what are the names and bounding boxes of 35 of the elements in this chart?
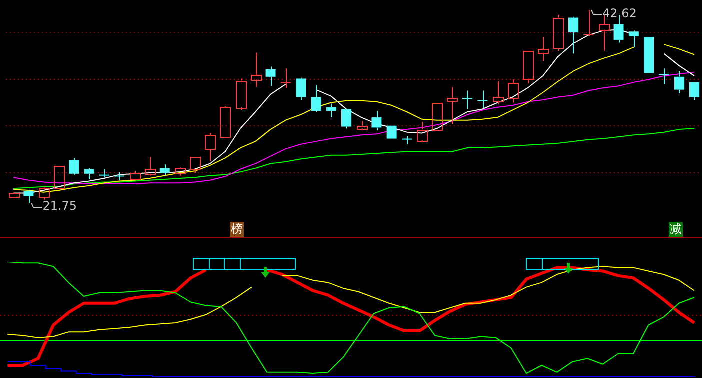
candlestick <box>251 52 262 88</box>
candlestick <box>130 170 141 181</box>
candlestick <box>311 84 322 113</box>
candlestick <box>553 14 564 52</box>
text: 减 <box>669 222 683 237</box>
candlestick <box>280 68 292 88</box>
candlestick <box>628 30 639 48</box>
candlestick <box>689 82 700 100</box>
annotation: 42.62 <box>602 6 637 20</box>
candlestick <box>658 68 670 85</box>
candlestick <box>568 16 578 54</box>
text: 榜 <box>230 222 244 237</box>
candlestick <box>447 86 458 125</box>
candlestick <box>160 164 170 176</box>
candlestick <box>145 156 156 176</box>
candlestick <box>205 132 216 162</box>
candlestick <box>84 168 94 180</box>
candlestick <box>372 110 382 131</box>
candlestick <box>477 90 488 109</box>
candlestick <box>266 66 276 87</box>
candlestick <box>357 120 368 130</box>
annotation: 21.75 <box>42 199 78 214</box>
candlestick <box>674 70 684 94</box>
candlestick <box>583 10 594 37</box>
candlestick <box>326 103 336 118</box>
candlestick <box>493 81 504 106</box>
candlestick <box>24 190 34 204</box>
candlestick <box>417 122 428 142</box>
candlestick <box>114 172 125 181</box>
candlestick <box>462 90 473 110</box>
candlestick <box>508 79 519 104</box>
candlestick <box>69 158 80 176</box>
candlestick <box>296 77 306 100</box>
candlestick <box>538 36 549 62</box>
candlestick <box>401 136 412 145</box>
